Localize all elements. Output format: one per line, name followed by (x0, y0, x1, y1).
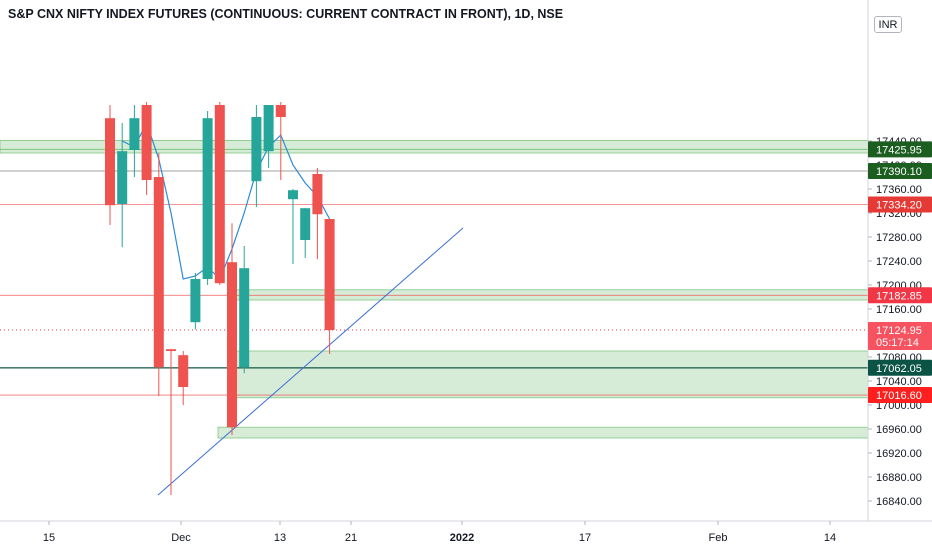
candle[interactable] (288, 189, 298, 264)
candle[interactable] (239, 246, 250, 374)
price-label-value: 17124.95 (876, 325, 922, 337)
candle-body (105, 118, 115, 206)
candle-body (227, 262, 237, 428)
candle-body (141, 105, 152, 180)
candle[interactable] (117, 123, 128, 248)
candle-body (263, 105, 274, 152)
candle[interactable] (312, 168, 323, 260)
price-tick-label: 17360.00 (876, 184, 922, 196)
candle[interactable] (202, 111, 213, 285)
price-label-bg (868, 162, 932, 179)
price-label[interactable]: 17390.10 (868, 162, 932, 179)
price-label-bg (868, 141, 932, 158)
candle-body (153, 177, 164, 368)
price-label[interactable]: 17016.60 (868, 387, 932, 404)
candle-body (190, 279, 201, 323)
price-tick-label: 16880.00 (876, 472, 922, 484)
price-label-bg (868, 359, 932, 376)
candle[interactable] (141, 102, 152, 195)
price-label-bg (868, 287, 932, 304)
candle[interactable] (129, 105, 140, 177)
candle[interactable] (227, 223, 237, 435)
candle-body (214, 105, 225, 284)
price-label-bg (868, 196, 932, 213)
candle-body (239, 268, 250, 368)
price-label-value: 17390.10 (876, 166, 922, 178)
price-label-value: 17334.20 (876, 199, 922, 211)
time-tick-label: 15 (43, 532, 55, 544)
candle[interactable] (275, 102, 286, 180)
candle-body (288, 190, 298, 200)
candle-body (178, 355, 189, 387)
price-label-bg (868, 322, 932, 351)
chart-title: S&P CNX NIFTY INDEX FUTURES (CONTINUOUS:… (8, 7, 564, 21)
candle-body (275, 105, 286, 117)
price-tick-label: 17160.00 (876, 304, 922, 316)
price-tick-label: 16920.00 (876, 448, 922, 460)
candle-body (300, 208, 311, 240)
candle[interactable] (153, 153, 164, 396)
candle-body (129, 118, 140, 150)
candle[interactable] (166, 349, 176, 495)
candle[interactable] (178, 351, 189, 405)
candle-body (324, 219, 335, 330)
candle-body (312, 174, 323, 215)
candle[interactable] (214, 102, 225, 285)
time-tick-label: Feb (709, 532, 728, 544)
candle[interactable] (105, 105, 115, 225)
moving-average-line[interactable] (121, 121, 331, 281)
price-label[interactable]: 17182.85 (868, 287, 932, 304)
candle[interactable] (263, 105, 274, 168)
candle-body (251, 117, 262, 182)
support-resistance-zone[interactable] (229, 350, 869, 399)
time-tick-label: Dec (171, 532, 191, 544)
price-label-value: 17182.85 (876, 290, 922, 302)
price-label[interactable]: 17425.95 (868, 141, 932, 158)
candle[interactable] (190, 273, 201, 330)
price-tick-label: 17280.00 (876, 232, 922, 244)
candle-body (166, 349, 176, 351)
price-tick-label: 17240.00 (876, 256, 922, 268)
support-resistance-zone[interactable] (217, 426, 869, 439)
candle[interactable] (251, 105, 262, 207)
price-tick-label: 17040.00 (876, 376, 922, 388)
currency-badge[interactable]: INR (874, 16, 902, 33)
candle[interactable] (324, 219, 335, 354)
candle-body (202, 118, 213, 279)
price-label-countdown: 05:17:14 (876, 337, 919, 349)
candle-body (117, 151, 128, 204)
price-tick-label: 16840.00 (876, 496, 922, 508)
price-label-value: 17062.05 (876, 363, 922, 375)
time-tick-label: 2022 (450, 532, 474, 544)
time-tick-label: 13 (274, 532, 286, 544)
candle[interactable] (300, 208, 311, 258)
price-tick-label: 16960.00 (876, 424, 922, 436)
trendline[interactable] (157, 227, 464, 496)
price-label-value: 17016.60 (876, 390, 922, 402)
price-label[interactable]: 17062.05 (868, 359, 932, 376)
price-label-value: 17425.95 (876, 144, 922, 156)
time-tick-label: 17 (579, 532, 591, 544)
time-tick-label: 14 (824, 532, 836, 544)
time-tick-label: 21 (345, 532, 357, 544)
price-label-bg (868, 387, 932, 404)
price-label[interactable]: 17334.20 (868, 196, 932, 213)
